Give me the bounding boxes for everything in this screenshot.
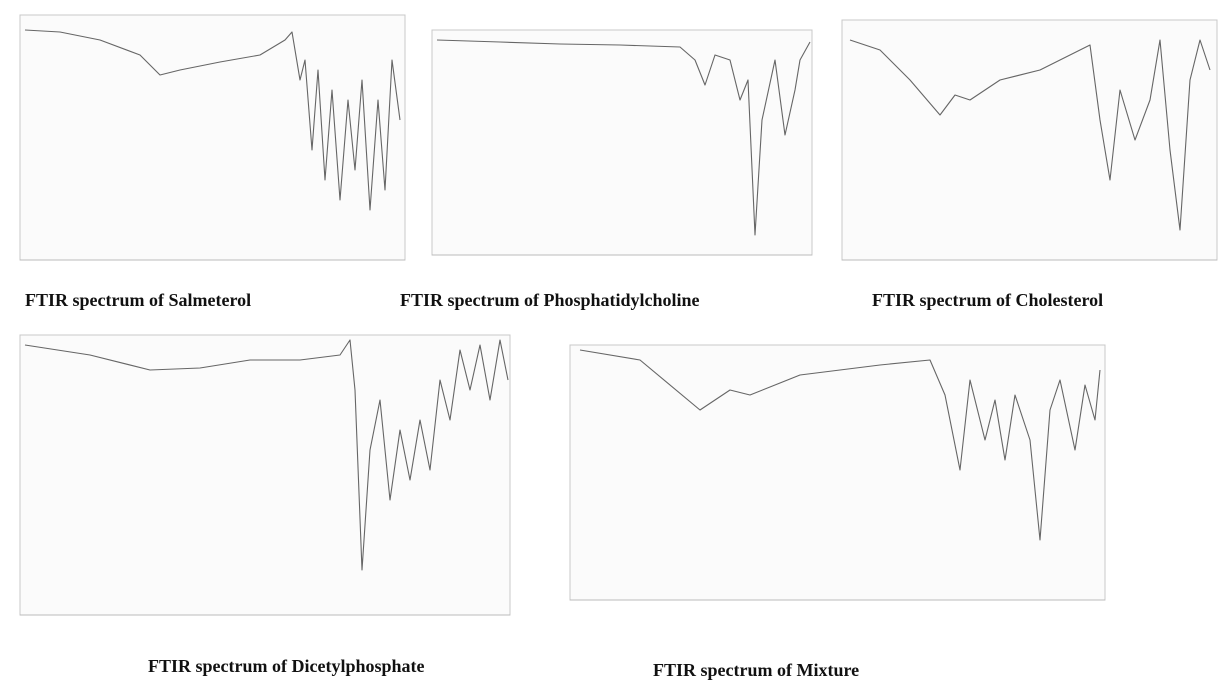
figure: FTIR spectrum of Salmeterol FTIR spectru… — [0, 0, 1225, 684]
panel-mixture: FTIR spectrum of Mixture — [570, 345, 1105, 680]
caption: FTIR spectrum of Mixture — [653, 660, 859, 680]
plot-frame — [20, 335, 510, 615]
caption: FTIR spectrum of Phosphatidylcholine — [400, 290, 700, 310]
caption: FTIR spectrum of Cholesterol — [872, 290, 1103, 310]
plot-frame — [432, 30, 812, 255]
panel-phosphatidylcholine: FTIR spectrum of Phosphatidylcholine — [400, 30, 812, 310]
plot-frame — [842, 20, 1217, 260]
plot-frame — [20, 15, 405, 260]
plot-frame — [570, 345, 1105, 600]
caption: FTIR spectrum of Dicetylphosphate — [148, 656, 425, 676]
caption: FTIR spectrum of Salmeterol — [25, 290, 251, 310]
panel-dicetylphosphate: FTIR spectrum of Dicetylphosphate — [20, 335, 510, 676]
panel-salmeterol: FTIR spectrum of Salmeterol — [20, 15, 405, 310]
panel-cholesterol: FTIR spectrum of Cholesterol — [842, 20, 1217, 310]
